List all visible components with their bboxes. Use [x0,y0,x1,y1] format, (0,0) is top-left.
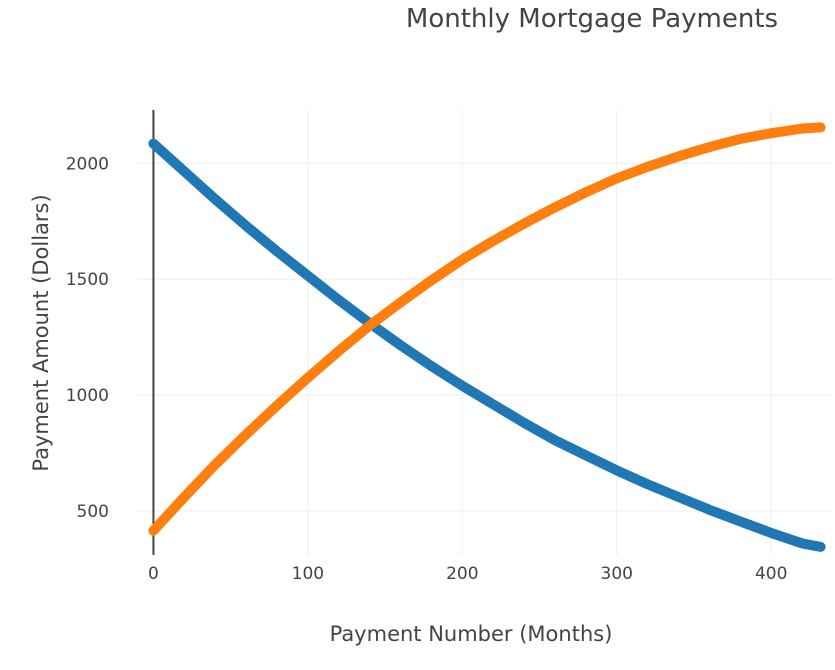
tick-labels: 0 100 200 300 400 500 1000 1500 2000 [66,154,788,584]
y-tick-label: 1000 [66,386,109,406]
series-lines [148,122,826,552]
x-axis-title: Payment Number (Months) [330,622,613,646]
x-tick-label: 100 [292,564,324,584]
y-tick-label: 2000 [66,154,109,174]
series-line-2 [148,122,826,536]
series-line-1 [148,138,826,552]
chart-title: Monthly Mortgage Payments [406,4,778,34]
x-tick-label: 400 [755,564,787,584]
y-axis-title: Payment Amount (Dollars) [29,194,53,471]
y-tick-label: 500 [77,502,109,522]
y-tick-label: 1500 [66,270,109,290]
x-tick-label: 300 [601,564,633,584]
grid [138,110,833,555]
x-tick-label: 0 [148,564,159,584]
x-tick-label: 200 [446,564,478,584]
